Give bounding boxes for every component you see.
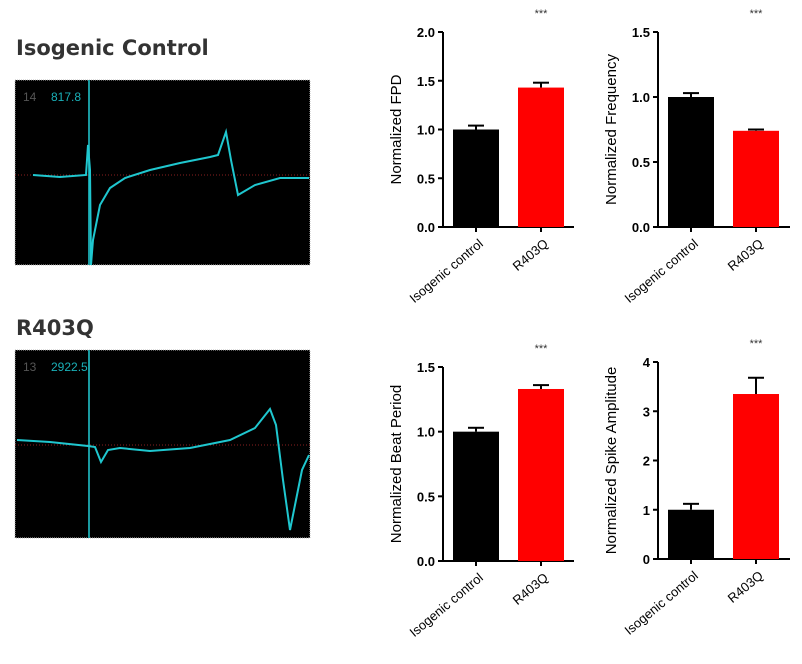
y-tick-label: 2 xyxy=(643,454,650,469)
x-tick-label: R403Q xyxy=(510,570,551,608)
significance-marker: *** xyxy=(535,8,549,20)
x-tick-label: Isogenic control xyxy=(622,236,701,306)
y-axis-label: Normalized Beat Period xyxy=(388,385,405,543)
y-tick-label: 2.0 xyxy=(417,25,435,40)
y-tick-label: 1.0 xyxy=(632,90,650,105)
x-tick-label: Isogenic control xyxy=(407,570,486,640)
trace-waveform xyxy=(16,406,310,531)
y-tick-label: 1.5 xyxy=(417,74,435,89)
bar-chart-1: 0.0 0.5 1.0 1.5 Normalized Frequency Isogenic… xyxy=(603,8,790,306)
y-tick-label: 1.5 xyxy=(417,360,435,375)
y-tick-label: 1 xyxy=(643,503,650,518)
x-tick-label: R403Q xyxy=(725,568,766,606)
y-tick-label: 0.5 xyxy=(417,489,435,504)
bar-chart-2: 0.0 0.5 1.0 1.5 Normalized Beat Period Isogen… xyxy=(388,343,574,640)
significance-marker: *** xyxy=(535,343,549,355)
y-tick-label: 0.0 xyxy=(417,554,435,569)
x-tick-label: R403Q xyxy=(725,236,766,274)
significance-marker: *** xyxy=(750,338,764,350)
trace-value: 2922.5 xyxy=(51,360,88,374)
y-tick-label: 1.5 xyxy=(632,25,650,40)
bar-control xyxy=(453,431,499,561)
bar-control xyxy=(453,129,499,227)
y-tick-label: 0 xyxy=(643,552,650,567)
trace-panel-0: 14 817.8 xyxy=(14,79,311,266)
y-tick-label: 3 xyxy=(643,404,650,419)
bar-control xyxy=(668,97,714,227)
bar-r403q xyxy=(518,87,564,227)
y-tick-label: 0.0 xyxy=(417,220,435,235)
trace-value: 817.8 xyxy=(51,90,81,104)
bar-chart-0: 0.0 0.5 1.0 1.5 2.0 Normalized FPD Isogenic co… xyxy=(388,8,574,306)
bar-r403q xyxy=(733,394,779,559)
y-tick-label: 0.5 xyxy=(417,171,435,186)
y-tick-label: 4 xyxy=(643,355,651,370)
significance-marker: *** xyxy=(750,8,764,20)
r403q-title: R403Q xyxy=(16,316,94,340)
x-tick-label: R403Q xyxy=(510,236,551,274)
y-tick-label: 1.0 xyxy=(417,123,435,138)
trace-background xyxy=(14,349,311,539)
y-tick-label: 0.5 xyxy=(632,155,650,170)
x-tick-label: Isogenic control xyxy=(622,568,701,638)
trace-background xyxy=(14,79,311,266)
bar-control xyxy=(668,509,714,559)
control-title: Isogenic Control xyxy=(16,36,209,60)
trace-waveform xyxy=(32,128,309,266)
y-axis-label: Normalized Spike Amplitude xyxy=(603,367,620,555)
bar-r403q xyxy=(733,130,779,227)
channel-number: 13 xyxy=(23,360,37,374)
bar-chart-3: 0 1 2 3 4 Normalized Spike AmplitudeIsogenic … xyxy=(603,338,790,638)
y-axis-label: Normalized Frequency xyxy=(603,54,620,205)
trace-panel-1: 13 2922.5 xyxy=(14,349,311,539)
y-axis-label: Normalized FPD xyxy=(388,74,405,184)
y-tick-label: 0.0 xyxy=(632,220,650,235)
x-tick-label: Isogenic control xyxy=(407,236,486,306)
channel-number: 14 xyxy=(23,90,37,104)
bar-r403q xyxy=(518,388,564,561)
y-tick-label: 1.0 xyxy=(417,425,435,440)
